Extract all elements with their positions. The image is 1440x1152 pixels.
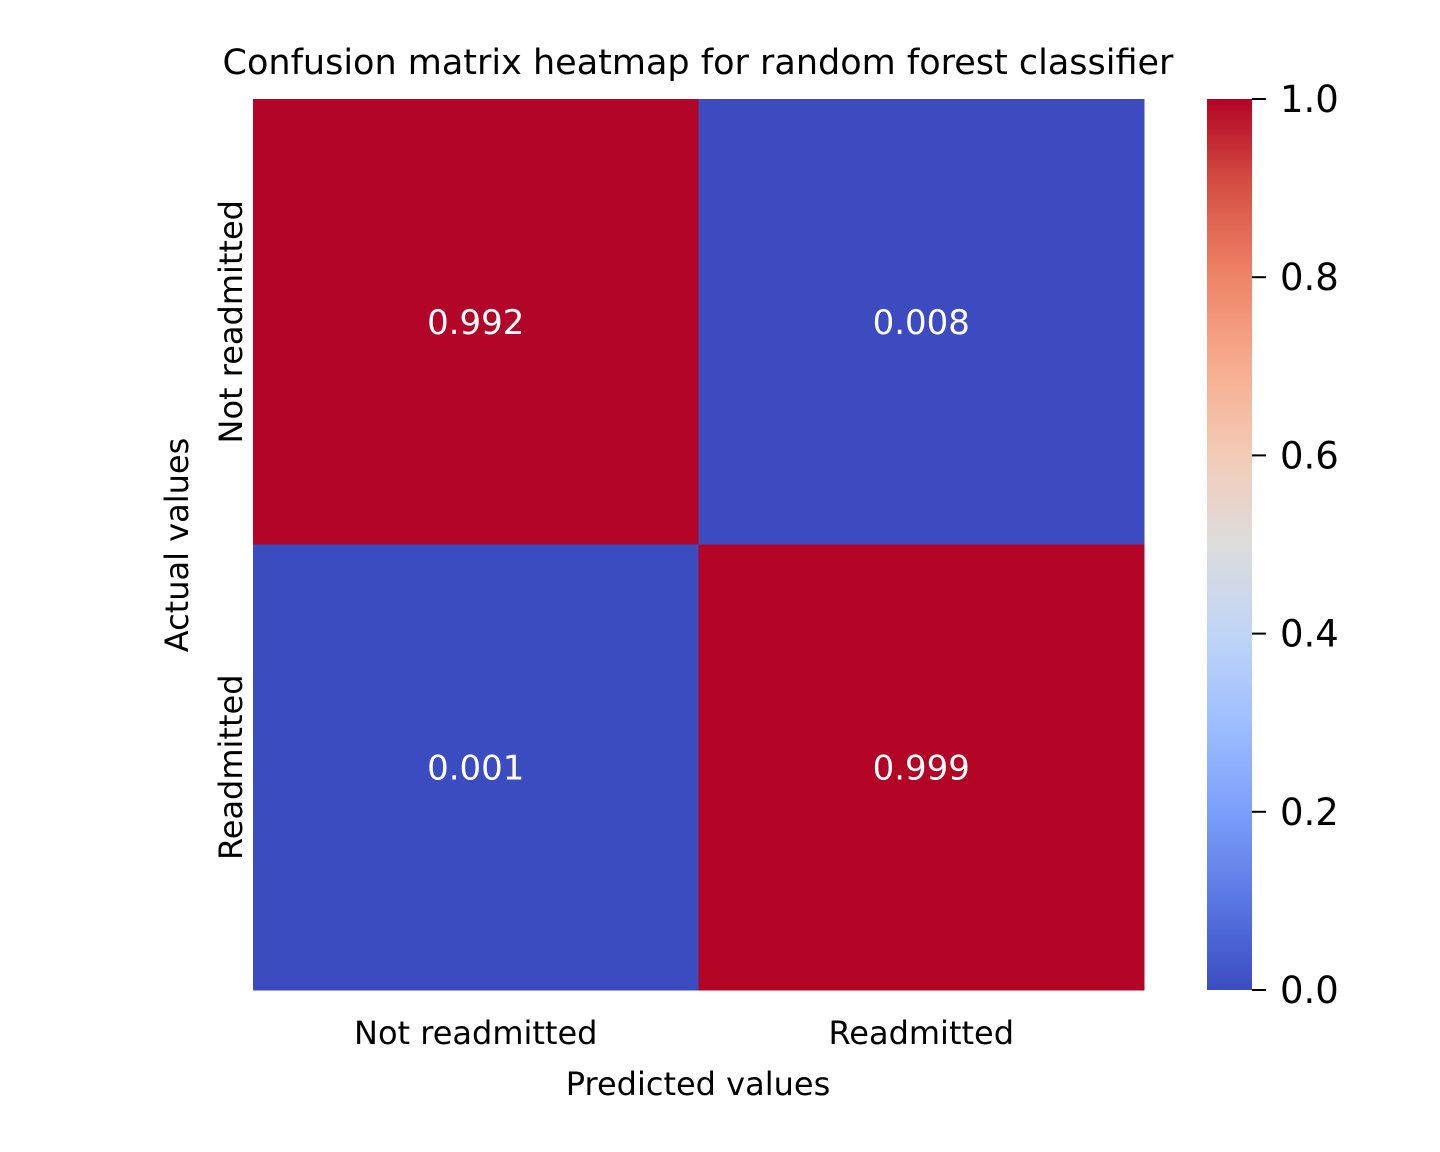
x-tick-label: Not readmitted <box>354 1014 597 1052</box>
cell-value-label: 0.001 <box>427 748 524 788</box>
y-tick-label: Readmitted <box>212 674 250 860</box>
colorbar-tick-label: 0.6 <box>1280 434 1339 477</box>
heatmap-cells <box>253 99 1145 991</box>
colorbar-tick-label: 0.8 <box>1280 256 1339 299</box>
cell-value-label: 0.999 <box>873 748 970 788</box>
x-tick-label: Readmitted <box>828 1014 1014 1052</box>
cell-value-labels: 0.992 0.008 0.001 0.999 <box>427 303 970 789</box>
x-axis-label: Predicted values <box>566 1065 830 1103</box>
colorbar-tick-label: 1.0 <box>1280 78 1339 121</box>
chart-title: Confusion matrix heatmap for random fore… <box>223 43 1174 83</box>
y-tick-label: Not readmitted <box>212 200 250 443</box>
heatmap-cell <box>698 544 1145 991</box>
cell-value-label: 0.008 <box>873 303 970 343</box>
heatmap-cell <box>253 544 699 991</box>
colorbar <box>1207 99 1252 990</box>
colorbar-ticks: 0.0 0.2 0.4 0.6 0.8 1.0 <box>1252 78 1339 1012</box>
colorbar-tick-label: 0.2 <box>1280 791 1339 834</box>
colorbar-tick-label: 0.0 <box>1280 969 1339 1012</box>
heatmap-cell <box>698 99 1145 545</box>
heatmap-cell <box>253 99 699 545</box>
cell-value-label: 0.992 <box>427 303 524 343</box>
x-tick-labels: Not readmitted Readmitted <box>354 1014 1014 1052</box>
y-axis-label: Actual values <box>158 438 196 653</box>
colorbar-tick-label: 0.4 <box>1280 613 1339 656</box>
y-tick-labels: Not readmitted Readmitted <box>212 200 250 860</box>
